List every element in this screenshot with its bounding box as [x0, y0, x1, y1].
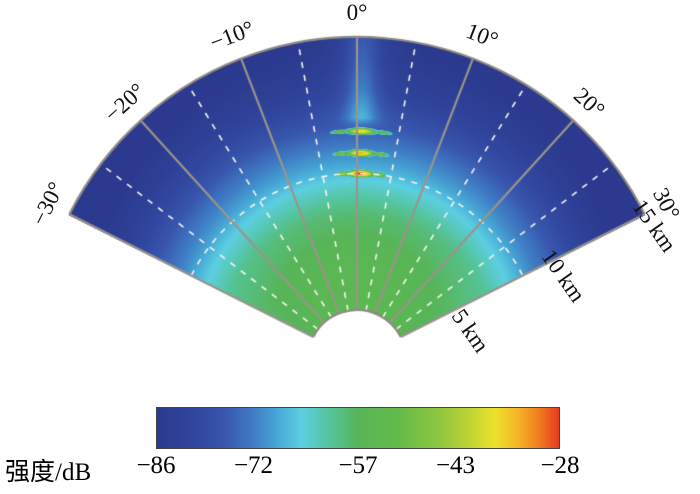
azimuth-tick-label: 0°	[346, 0, 368, 25]
colorbar-tick-label: −28	[540, 452, 580, 479]
fan-heatmap-canvas	[0, 0, 700, 400]
colorbar-label: 强度/dB	[5, 459, 92, 486]
colorbar-gradient	[156, 407, 560, 449]
colorbar-tick-label: −72	[233, 452, 274, 479]
colorbar-tick-label: −43	[435, 452, 476, 479]
colorbar-tick-label: −57	[338, 452, 378, 479]
colorbar-tick-label: −86	[136, 452, 176, 479]
